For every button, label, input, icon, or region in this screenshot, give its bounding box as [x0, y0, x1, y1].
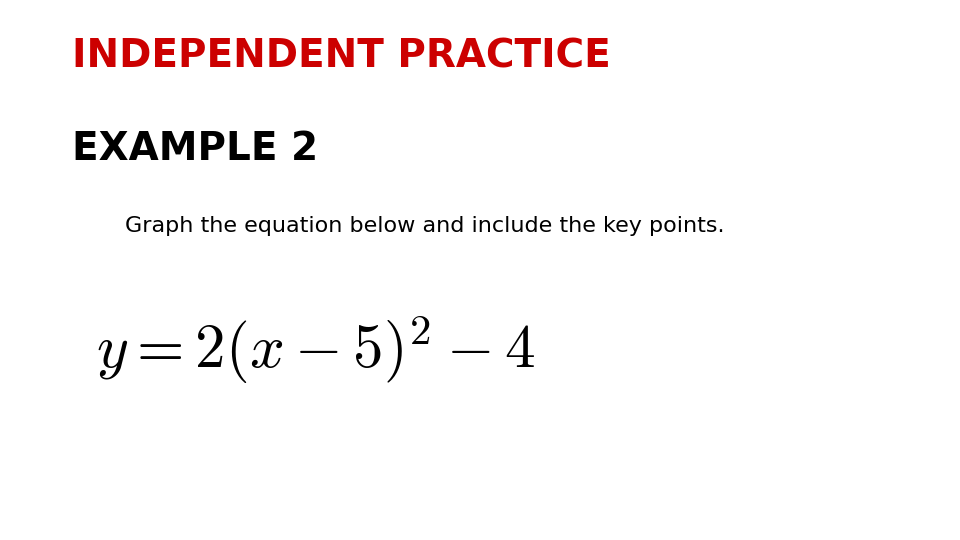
Text: INDEPENDENT PRACTICE: INDEPENDENT PRACTICE [72, 38, 611, 76]
Text: Graph the equation below and include the key points.: Graph the equation below and include the… [125, 216, 724, 236]
Text: EXAMPLE 2: EXAMPLE 2 [72, 130, 318, 167]
Text: $\mathbf{\mathit{y = 2(x-5)^{2} - 4}}$: $\mathbf{\mathit{y = 2(x-5)^{2} - 4}}$ [96, 313, 535, 386]
